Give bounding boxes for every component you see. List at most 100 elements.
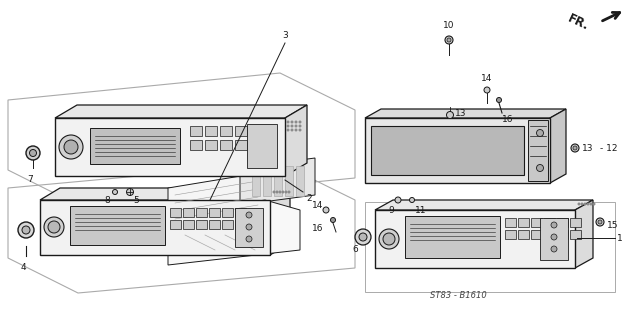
Circle shape bbox=[331, 218, 336, 222]
Polygon shape bbox=[168, 200, 300, 265]
Bar bbox=[235, 208, 246, 217]
Bar bbox=[40, 200, 270, 255]
Text: 2: 2 bbox=[306, 194, 311, 203]
Bar bbox=[505, 218, 516, 227]
Text: 10: 10 bbox=[443, 21, 455, 30]
Circle shape bbox=[536, 130, 543, 137]
Circle shape bbox=[64, 140, 78, 154]
Text: 13: 13 bbox=[455, 108, 466, 117]
Circle shape bbox=[18, 222, 34, 238]
Bar bbox=[70, 206, 165, 245]
Circle shape bbox=[359, 233, 367, 241]
Circle shape bbox=[287, 121, 289, 123]
Circle shape bbox=[26, 146, 40, 160]
Bar bbox=[544, 218, 555, 227]
Bar bbox=[235, 140, 247, 150]
Bar bbox=[518, 230, 529, 239]
Bar bbox=[540, 218, 568, 260]
Circle shape bbox=[282, 191, 284, 193]
Circle shape bbox=[551, 222, 557, 228]
Circle shape bbox=[273, 191, 275, 193]
Circle shape bbox=[551, 234, 557, 240]
Text: 16: 16 bbox=[502, 115, 513, 124]
Circle shape bbox=[113, 189, 117, 195]
Bar bbox=[263, 166, 271, 196]
Bar bbox=[557, 230, 568, 239]
Circle shape bbox=[536, 164, 543, 172]
Circle shape bbox=[355, 229, 371, 245]
Text: 16: 16 bbox=[311, 223, 323, 233]
Text: 15: 15 bbox=[607, 220, 619, 229]
Text: 9: 9 bbox=[388, 206, 394, 215]
Text: 13: 13 bbox=[582, 143, 594, 153]
Text: 5: 5 bbox=[133, 196, 139, 205]
Circle shape bbox=[593, 203, 595, 205]
Bar bbox=[183, 208, 194, 217]
Bar bbox=[285, 166, 293, 196]
Circle shape bbox=[291, 129, 293, 131]
Circle shape bbox=[484, 87, 490, 93]
Bar bbox=[375, 210, 575, 268]
Circle shape bbox=[323, 207, 329, 213]
Circle shape bbox=[299, 121, 301, 123]
Circle shape bbox=[447, 38, 451, 42]
Circle shape bbox=[287, 129, 289, 131]
Circle shape bbox=[246, 212, 252, 218]
Circle shape bbox=[587, 203, 589, 205]
Bar bbox=[90, 128, 180, 164]
Bar bbox=[531, 230, 542, 239]
Circle shape bbox=[59, 135, 83, 159]
Circle shape bbox=[383, 233, 395, 245]
Circle shape bbox=[299, 129, 301, 131]
Polygon shape bbox=[285, 105, 307, 176]
Circle shape bbox=[447, 111, 454, 118]
Bar bbox=[220, 126, 232, 136]
Bar bbox=[274, 166, 282, 196]
Circle shape bbox=[246, 236, 252, 242]
Text: 6: 6 bbox=[352, 245, 358, 254]
Polygon shape bbox=[168, 172, 265, 231]
Text: FR.: FR. bbox=[566, 12, 591, 33]
Circle shape bbox=[379, 229, 399, 249]
Text: 11: 11 bbox=[415, 206, 427, 215]
Bar bbox=[296, 166, 304, 196]
Text: 3: 3 bbox=[282, 31, 288, 40]
Bar bbox=[235, 126, 247, 136]
Bar bbox=[190, 140, 202, 150]
Text: 14: 14 bbox=[311, 201, 323, 210]
Circle shape bbox=[295, 125, 297, 127]
Bar bbox=[222, 208, 233, 217]
Bar bbox=[518, 218, 529, 227]
Circle shape bbox=[287, 125, 289, 127]
Circle shape bbox=[291, 125, 293, 127]
Circle shape bbox=[276, 191, 278, 193]
Circle shape bbox=[279, 191, 281, 193]
Bar bbox=[528, 120, 548, 181]
Circle shape bbox=[246, 224, 252, 230]
Polygon shape bbox=[575, 200, 593, 268]
Circle shape bbox=[48, 221, 60, 233]
Circle shape bbox=[291, 121, 293, 123]
Circle shape bbox=[22, 226, 30, 234]
Bar bbox=[505, 230, 516, 239]
Polygon shape bbox=[240, 158, 315, 205]
Circle shape bbox=[44, 217, 64, 237]
Polygon shape bbox=[375, 200, 593, 210]
Circle shape bbox=[295, 129, 297, 131]
Bar bbox=[250, 140, 262, 150]
Bar bbox=[205, 126, 217, 136]
Polygon shape bbox=[550, 109, 566, 183]
Bar bbox=[209, 220, 220, 229]
Bar bbox=[365, 118, 550, 183]
Bar bbox=[531, 218, 542, 227]
Circle shape bbox=[573, 146, 577, 150]
Circle shape bbox=[578, 203, 580, 205]
Bar bbox=[190, 126, 202, 136]
Bar bbox=[209, 208, 220, 217]
Circle shape bbox=[299, 125, 301, 127]
Circle shape bbox=[496, 98, 501, 102]
Text: 1: 1 bbox=[617, 234, 623, 243]
Circle shape bbox=[551, 246, 557, 252]
Bar bbox=[170, 208, 181, 217]
Circle shape bbox=[29, 149, 36, 156]
